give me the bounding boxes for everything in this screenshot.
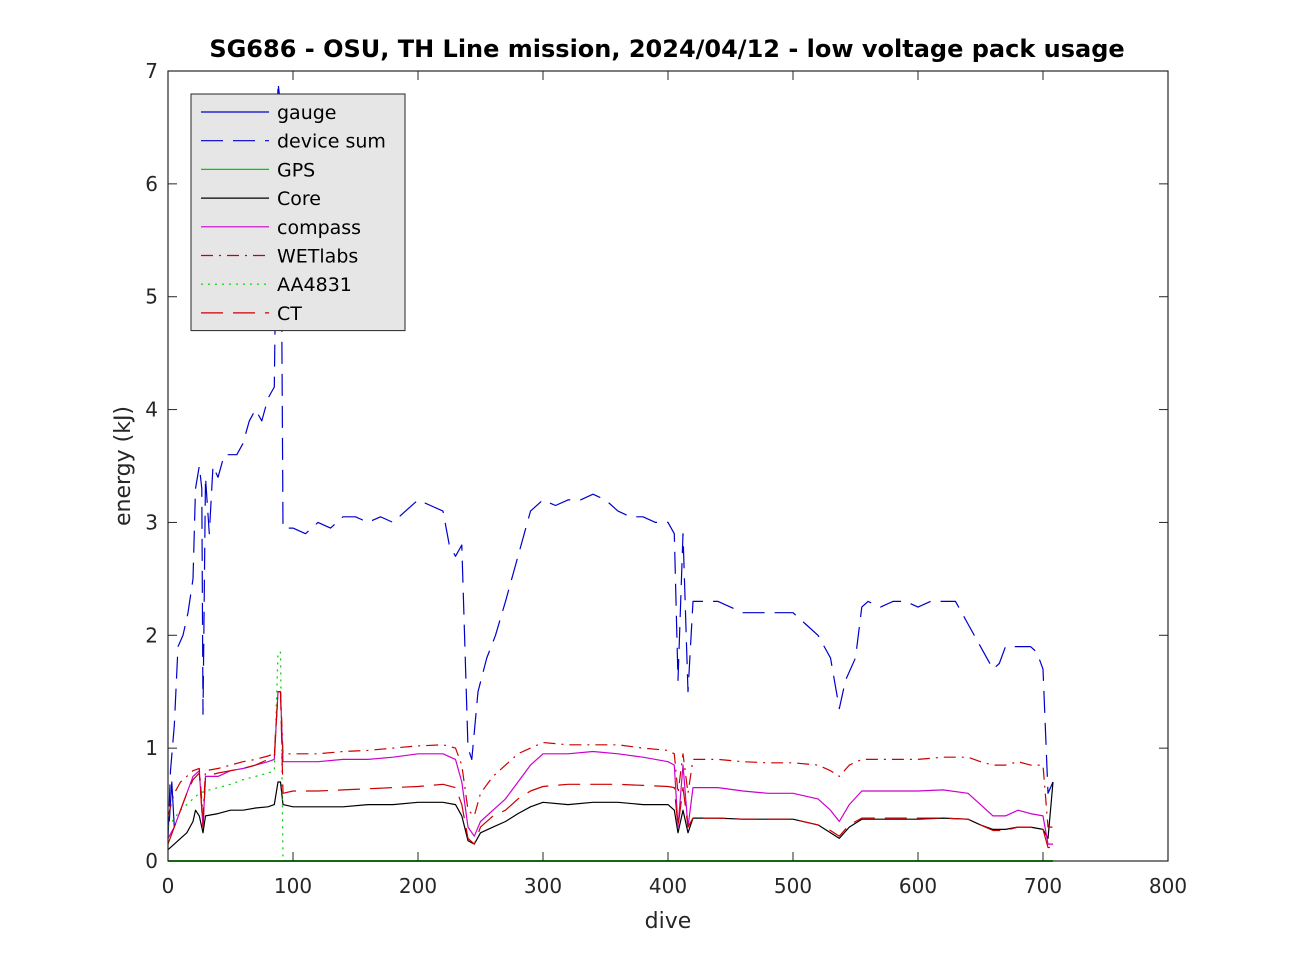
x-tick-label: 100 bbox=[274, 874, 312, 898]
series-line-wetlabs bbox=[167, 691, 1053, 828]
x-tick-label: 200 bbox=[399, 874, 437, 898]
series-line-aa4831 bbox=[167, 651, 288, 862]
y-tick-label: 3 bbox=[145, 510, 158, 534]
chart-title: SG686 - OSU, TH Line mission, 2024/04/12… bbox=[209, 35, 1124, 63]
x-tick-label: 400 bbox=[649, 874, 687, 898]
legend-label: AA4831 bbox=[277, 274, 352, 296]
y-tick-label: 4 bbox=[145, 398, 158, 422]
legend: gauge device sum GPS Core compass WETlabs AA48… bbox=[190, 93, 406, 332]
legend-label: gauge bbox=[277, 102, 337, 124]
x-axis-label: dive bbox=[645, 909, 692, 934]
y-tick-label: 0 bbox=[145, 849, 158, 873]
legend-label: WETlabs bbox=[277, 246, 358, 268]
x-tick-label: 300 bbox=[524, 874, 562, 898]
y-tick-label: 1 bbox=[145, 736, 158, 760]
x-tick-label: 500 bbox=[774, 874, 812, 898]
legend-label: compass bbox=[277, 217, 361, 239]
series-line-device-sum bbox=[167, 81, 1054, 839]
legend-label: Core bbox=[277, 188, 321, 210]
y-tick-label: 7 bbox=[145, 59, 158, 83]
x-tick-label: 800 bbox=[1149, 874, 1187, 898]
x-tick-label: 600 bbox=[899, 874, 937, 898]
legend-label: device sum bbox=[277, 131, 386, 153]
y-axis-ticks: 0 1 2 3 4 5 6 7 bbox=[145, 59, 1168, 873]
y-axis-label: energy (kJ) bbox=[111, 406, 136, 526]
x-tick-label: 0 bbox=[162, 874, 175, 898]
y-tick-label: 6 bbox=[145, 172, 158, 196]
x-tick-label: 700 bbox=[1024, 874, 1062, 898]
y-tick-label: 5 bbox=[145, 285, 158, 309]
y-tick-label: 2 bbox=[145, 623, 158, 647]
legend-label: CT bbox=[277, 303, 302, 325]
legend-label: GPS bbox=[277, 159, 315, 181]
x-axis-ticks: 0 100 200 300 400 500 600 700 800 bbox=[162, 71, 1187, 898]
legend-box bbox=[190, 93, 406, 332]
series-line-core bbox=[167, 781, 1054, 851]
series-line-ct bbox=[167, 691, 1053, 849]
